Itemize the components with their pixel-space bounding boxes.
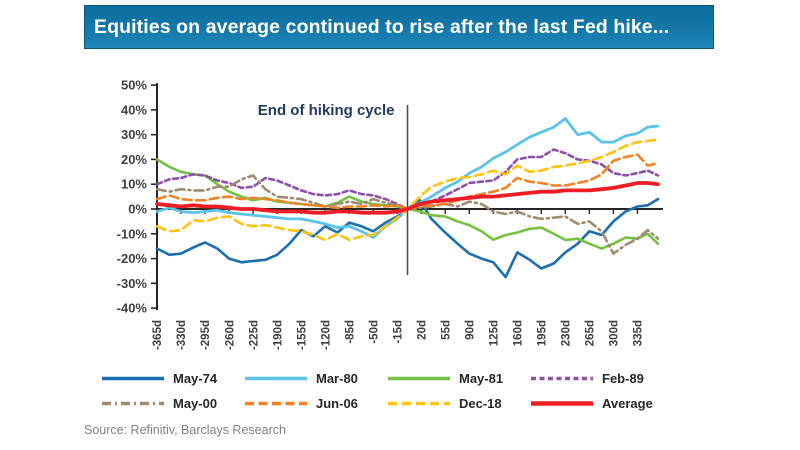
legend-item-Mar-80: Mar-80 bbox=[243, 369, 386, 387]
legend-item-Dec-18: Dec-18 bbox=[386, 394, 529, 412]
legend-swatch bbox=[388, 401, 450, 405]
y-axis-tick-label: 0% bbox=[128, 202, 147, 217]
x-axis-tick-label: -120d bbox=[320, 320, 332, 350]
y-axis-tick-label: 30% bbox=[121, 127, 147, 142]
x-axis-tick-label: 335d bbox=[633, 320, 645, 346]
x-axis-tick-label: 20d bbox=[416, 320, 428, 340]
x-axis-tick-label: 195d bbox=[537, 320, 549, 346]
legend-item-Average: Average bbox=[529, 394, 672, 412]
series-Jun-06 bbox=[155, 153, 660, 211]
y-axis-tick-label: 50% bbox=[121, 78, 147, 93]
x-axis-tick-label: -260d bbox=[224, 320, 236, 350]
x-axis-tick-label: 160d bbox=[513, 320, 525, 346]
y-axis-tick-label: -40% bbox=[117, 301, 148, 316]
legend-swatch bbox=[388, 376, 450, 380]
legend-label: Feb-89 bbox=[602, 370, 644, 386]
legend-swatch bbox=[531, 400, 593, 406]
x-axis-tick-label: 300d bbox=[609, 320, 621, 346]
legend-label: Mar-80 bbox=[316, 370, 358, 386]
legend-swatch bbox=[102, 401, 164, 405]
legend-label: Jun-06 bbox=[316, 395, 358, 411]
legend-item-Feb-89: Feb-89 bbox=[529, 369, 672, 387]
x-axis-tick-label: -295d bbox=[200, 320, 212, 350]
source-note: Source: Refinitiv, Barclays Research bbox=[84, 423, 286, 437]
y-axis-tick-label: 20% bbox=[121, 152, 147, 167]
legend-label: May-74 bbox=[173, 370, 218, 386]
legend-item-May-81: May-81 bbox=[386, 369, 529, 387]
legend-label: May-81 bbox=[459, 370, 504, 386]
legend-swatch bbox=[531, 376, 593, 380]
legend-label: Average bbox=[602, 395, 653, 411]
y-axis-tick-label: -10% bbox=[117, 226, 148, 241]
x-axis-tick-label: 230d bbox=[561, 320, 573, 346]
page-title: Equities on average continued to rise af… bbox=[84, 5, 714, 49]
x-axis-tick-label: -225d bbox=[248, 320, 260, 350]
y-axis-tick-label: -30% bbox=[117, 276, 148, 291]
legend-item-Jun-06: Jun-06 bbox=[243, 394, 386, 412]
x-axis-tick-label: -85d bbox=[344, 320, 356, 344]
end-of-hiking-cycle-label: End of hiking cycle bbox=[258, 102, 395, 119]
x-axis-tick-label: -330d bbox=[176, 320, 188, 350]
series-Average bbox=[155, 181, 660, 215]
equities-line-chart: 50% 40% 30% 20% 10% 0% -10% -20% -30% -40% -365d -3… bbox=[117, 78, 663, 350]
x-axis-tick-label: 55d bbox=[440, 320, 452, 340]
y-axis-tick-label: 10% bbox=[121, 177, 147, 192]
legend-item-May-00: May-00 bbox=[100, 394, 243, 412]
x-axis-tick-label: -15d bbox=[392, 320, 404, 344]
legend-label: May-00 bbox=[173, 395, 218, 411]
legend-label: Dec-18 bbox=[459, 395, 502, 411]
legend-item-May-74: May-74 bbox=[100, 369, 243, 387]
x-axis-tick-label: -50d bbox=[368, 320, 380, 344]
x-axis-tick-label: 265d bbox=[585, 320, 597, 346]
legend-swatch bbox=[245, 401, 307, 405]
y-axis-tick-label: 40% bbox=[121, 102, 147, 117]
x-axis-tick-label: -155d bbox=[296, 320, 308, 350]
x-axis-tick-label: 125d bbox=[489, 320, 501, 346]
legend-swatch bbox=[102, 376, 164, 380]
legend-swatch bbox=[245, 376, 307, 380]
x-axis-tick-label: -365d bbox=[152, 320, 164, 350]
x-axis-tick-label: -190d bbox=[272, 320, 284, 350]
y-axis-tick-label: -20% bbox=[117, 251, 148, 266]
x-axis-tick-label: 90d bbox=[465, 320, 477, 340]
chart-legend: May-74 Mar-80 May-81 Feb-89 May-00 Jun-06 Dec-… bbox=[100, 369, 672, 412]
